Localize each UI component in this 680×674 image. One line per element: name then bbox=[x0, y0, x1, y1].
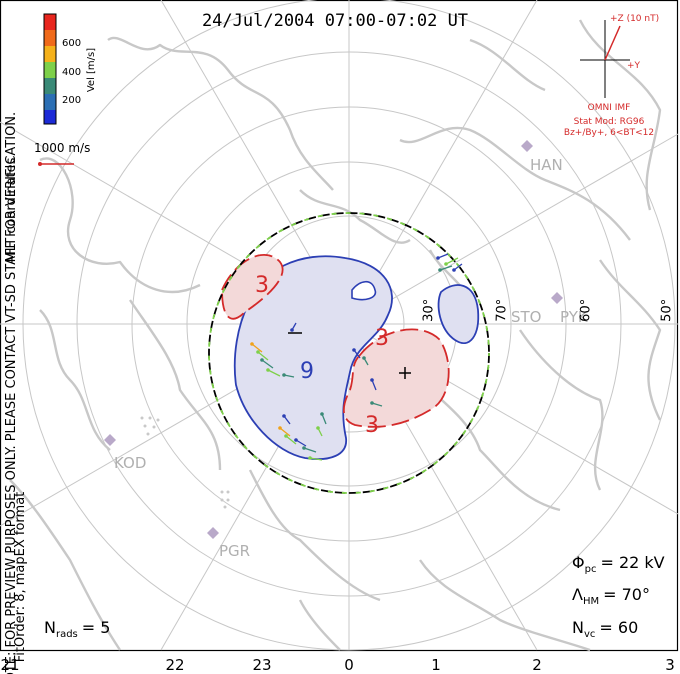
mlt-tick-1: 1 bbox=[431, 656, 441, 674]
contour-labels: 3 3 9 3 bbox=[255, 273, 389, 438]
colorbar-tick-600: 600 bbox=[62, 38, 81, 49]
station-labels: HAN STO PYK KOD PGR bbox=[114, 156, 589, 560]
imf-y-label: +Y bbox=[627, 61, 641, 71]
mlt-coordinates-note: MLT coordinates bbox=[4, 157, 19, 262]
lat-label-50: 50° bbox=[659, 299, 675, 323]
lat-label-60: 60° bbox=[578, 299, 594, 323]
mlt-tick-0: 0 bbox=[344, 656, 354, 674]
station-label-sto: STO bbox=[511, 308, 542, 326]
hm-boundary-overlay bbox=[208, 212, 490, 494]
station-marker-kod bbox=[104, 434, 116, 446]
preview-note: NOTE: FOR PREVIEW PURPOSES ONLY. PLEASE … bbox=[4, 112, 19, 674]
velocity-vectors bbox=[250, 253, 463, 461]
imf-clock: +Z (10 nT) +Y OMNI IMF Stat Mod: RG96 Bz… bbox=[564, 14, 659, 138]
lat-label-30: 30° bbox=[421, 299, 437, 323]
mlt-tick-2: 2 bbox=[532, 656, 542, 674]
potential-extrema bbox=[288, 332, 411, 379]
station-marker-han bbox=[521, 140, 533, 152]
imf-condition: Bz+/By+, 6<BT<12 bbox=[564, 128, 654, 138]
lambda-hm-stat: ΛHM = 70° bbox=[572, 585, 650, 607]
nvc-stat: Nvc = 60 bbox=[572, 618, 638, 640]
station-label-kod: KOD bbox=[114, 454, 146, 472]
station-markers bbox=[104, 140, 563, 539]
contour-label-positive: 3 bbox=[375, 326, 389, 351]
stats-block: Φpc = 22 kV ΛHM = 70° Nvc = 60 Nrads = 5 bbox=[44, 553, 665, 640]
station-label-pgr: PGR bbox=[219, 542, 250, 560]
fit-order-note: FitOrder: 8, mapEX format bbox=[13, 492, 28, 663]
contour-label-positive-lower: 3 bbox=[365, 413, 379, 438]
imf-z-label: +Z (10 nT) bbox=[610, 14, 659, 24]
mlt-tick-23: 23 bbox=[252, 656, 271, 674]
imf-model: Stat Mod: RG96 bbox=[574, 117, 645, 127]
nrads-stat: Nrads = 5 bbox=[44, 618, 110, 640]
scale-bar-label: 1000 m/s bbox=[34, 141, 90, 155]
imf-source: OMNI IMF bbox=[588, 103, 631, 113]
contour-label-dusk: 3 bbox=[255, 273, 269, 298]
phi-pc-stat: Φpc = 22 kV bbox=[572, 553, 665, 575]
station-marker-pgr bbox=[207, 527, 219, 539]
negative-cell-dayside-contour bbox=[437, 284, 480, 344]
lat-label-70: 70° bbox=[494, 299, 510, 323]
contour-label-negative: 9 bbox=[300, 359, 314, 384]
velocity-colorbar: 600 400 200 Vel [m/s] bbox=[43, 13, 97, 125]
colorbar-tick-400: 400 bbox=[62, 67, 81, 78]
positive-cell-contour bbox=[342, 328, 450, 428]
station-label-pyk: PYK bbox=[560, 308, 589, 326]
mlt-tick-22: 22 bbox=[165, 656, 184, 674]
station-dot-clusters bbox=[140, 416, 230, 509]
colorbar-tick-200: 200 bbox=[62, 95, 81, 106]
mlt-axis: 21 22 23 0 1 2 3 bbox=[0, 656, 674, 674]
negative-cell-inner-contour bbox=[351, 280, 377, 301]
station-label-han: HAN bbox=[530, 156, 563, 174]
scale-bar-origin bbox=[38, 162, 42, 166]
mlt-tick-21: 21 bbox=[0, 656, 19, 674]
map-title: 24/Jul/2004 07:00-07:02 UT bbox=[202, 11, 468, 31]
latitude-labels: 70° 60° 50° 30° bbox=[421, 299, 675, 323]
colorbar-axis-label: Vel [m/s] bbox=[86, 48, 97, 92]
negative-cell-contour bbox=[233, 255, 393, 460]
station-marker-pyk bbox=[551, 292, 563, 304]
imf-vector bbox=[604, 25, 621, 61]
mlt-tick-3: 3 bbox=[665, 656, 675, 674]
positive-cell-duskside-contour bbox=[221, 253, 284, 320]
